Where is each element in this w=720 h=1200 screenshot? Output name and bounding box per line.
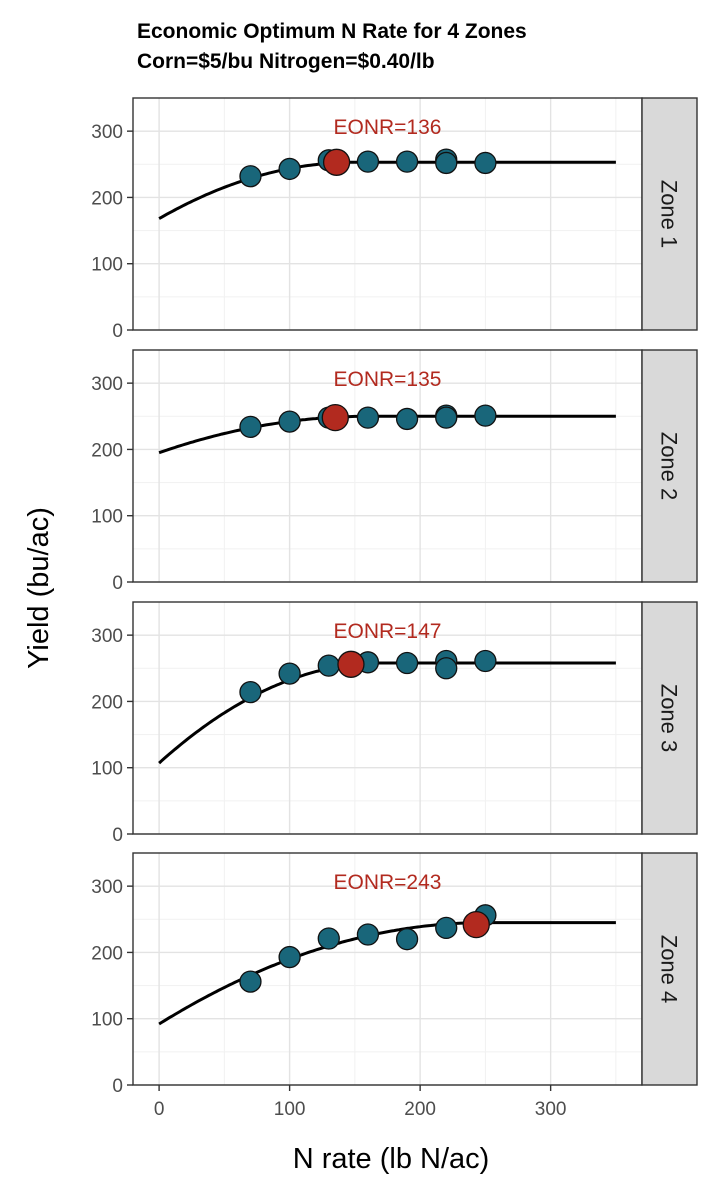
- data-point: [239, 415, 262, 439]
- data-point: [435, 151, 458, 175]
- x-tick-label: 300: [535, 1099, 567, 1120]
- y-tick-label: 100: [91, 255, 123, 276]
- data-point: [239, 970, 262, 993]
- y-tick-label: 0: [112, 321, 123, 342]
- fitted-curve: [158, 160, 616, 220]
- facet-strip-label: Zone 1: [657, 180, 682, 249]
- data-point: [474, 649, 497, 673]
- y-axis-title: Yield (bu/ac): [23, 507, 55, 669]
- y-tick-label: 200: [91, 440, 123, 461]
- eonr-annotation: EONR=135: [334, 368, 442, 391]
- data-point: [474, 151, 497, 175]
- data-point: [239, 680, 262, 704]
- y-tick-label: 100: [91, 507, 123, 528]
- data-point: [356, 406, 380, 429]
- data-point: [395, 407, 419, 431]
- data-point: [435, 406, 458, 429]
- x-tick-label: 0: [154, 1099, 165, 1120]
- y-tick-label: 300: [91, 122, 123, 143]
- fitted-curve: [158, 414, 616, 455]
- facet-strip: [641, 852, 698, 1086]
- y-tick-label: 300: [91, 626, 123, 647]
- panel-zone-3: 0 100 200 300 EONR=147 Zone 3: [91, 601, 698, 846]
- panel-background: [133, 98, 642, 330]
- y-tick-label: 0: [112, 825, 123, 846]
- x-axis-title: N rate (lb N/ac): [293, 1143, 490, 1175]
- fitted-curve: [158, 661, 616, 765]
- x-axis: 0 100 200 300: [154, 1085, 567, 1120]
- panel-zone-1: 0 100 200 300 EONR=136 Zone 1: [91, 97, 698, 342]
- y-tick-label: 0: [112, 573, 123, 594]
- eonr-point: [462, 910, 490, 939]
- eonr-annotation: EONR=136: [334, 116, 442, 139]
- data-point: [474, 404, 497, 427]
- data-point: [395, 651, 419, 675]
- x-tick-label: 100: [274, 1099, 306, 1120]
- panels: 0 100 200 300 EONR=136 Zone 1 0 100 200 300 EONR=1…: [91, 97, 698, 1097]
- facet-strip: [641, 349, 698, 583]
- data-point: [278, 945, 301, 969]
- x-tick-label: 200: [404, 1099, 436, 1120]
- data-point: [278, 157, 301, 181]
- data-point: [395, 150, 419, 173]
- data-point: [317, 654, 340, 677]
- eonr-point: [321, 403, 349, 432]
- facet-strip-label: Zone 3: [657, 684, 682, 753]
- y-tick-label: 0: [112, 1076, 123, 1097]
- eonr-point: [337, 650, 365, 678]
- data-point: [278, 410, 301, 433]
- y-tick-label: 300: [91, 374, 123, 395]
- data-point: [395, 928, 419, 951]
- y-tick-label: 200: [91, 943, 123, 964]
- fitted-curve: [158, 921, 616, 1026]
- y-tick-label: 200: [91, 188, 123, 209]
- panel-zone-4: 0 100 200 300 EONR=243 Zone 4: [91, 852, 698, 1097]
- panel-background: [133, 853, 642, 1085]
- data-point: [435, 916, 458, 940]
- y-tick-label: 100: [91, 1010, 123, 1031]
- chart-title: Economic Optimum N Rate for 4 Zones: [137, 20, 527, 43]
- data-point: [435, 657, 458, 680]
- facet-strip-label: Zone 2: [657, 432, 682, 501]
- panel-zone-2: 0 100 200 300 EONR=135 Zone 2: [91, 349, 698, 594]
- y-tick-label: 200: [91, 692, 123, 713]
- facet-strip: [641, 97, 698, 331]
- y-tick-label: 300: [91, 877, 123, 898]
- eonr-annotation: EONR=243: [334, 871, 442, 894]
- eonr-point: [322, 148, 351, 176]
- data-point: [278, 662, 301, 685]
- facet-strip-label: Zone 4: [657, 935, 682, 1004]
- facet-strip: [641, 601, 698, 835]
- y-tick-label: 100: [91, 759, 123, 780]
- panel-background: [133, 350, 642, 582]
- data-point: [356, 150, 380, 173]
- eonr-annotation: EONR=147: [334, 620, 442, 643]
- data-point: [356, 923, 380, 946]
- data-point: [239, 165, 262, 188]
- data-point: [317, 927, 340, 950]
- chart-subtitle: Corn=$5/bu Nitrogen=$0.40/lb: [137, 50, 435, 73]
